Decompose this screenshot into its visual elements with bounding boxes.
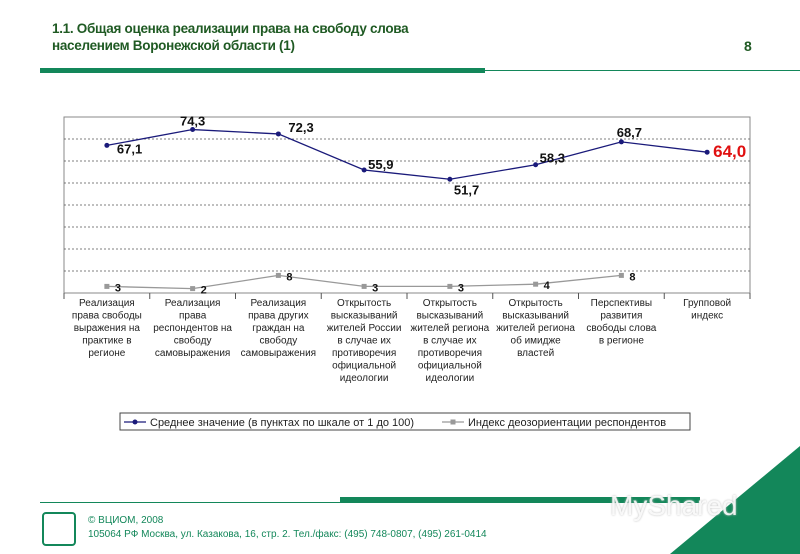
legend-marker	[450, 419, 456, 425]
data-point	[361, 283, 367, 289]
corner-decoration	[670, 446, 800, 554]
watermark: MyShared	[610, 490, 738, 521]
category-label: идеологии	[426, 373, 475, 384]
header-divider-thin	[485, 70, 800, 71]
data-label: 3	[458, 282, 464, 294]
vciom-logo	[42, 512, 76, 546]
category-label: Групповой	[683, 298, 731, 309]
category-label: жителей региона	[496, 323, 575, 334]
legend-box	[119, 412, 691, 431]
category-label: высказываний	[416, 311, 483, 322]
data-point	[704, 149, 710, 155]
category-label: Открытость	[508, 298, 562, 309]
category-label: противоречия	[418, 348, 482, 359]
category-label: Реализация	[165, 298, 221, 309]
data-point	[275, 272, 281, 278]
data-label: 51,7	[454, 182, 479, 197]
data-point	[447, 283, 453, 289]
category-label: противоречия	[332, 348, 396, 359]
category-label: об имидже	[511, 335, 562, 347]
data-point	[618, 139, 624, 145]
category-label: высказываний	[502, 311, 569, 322]
data-label: 55,9	[368, 157, 393, 172]
legend-label: Среднее значение (в пунктах по шкале от …	[150, 417, 414, 429]
data-label: 3	[372, 282, 378, 294]
data-point	[447, 176, 453, 182]
category-label: свободы слова	[586, 322, 656, 334]
slide-title: 1.1. Общая оценка реализации права на св…	[52, 20, 409, 54]
category-label: в случае их	[423, 336, 477, 347]
data-label: 8	[629, 271, 635, 283]
data-label: 8	[286, 271, 292, 283]
legend-label: Индекс деозориентации респондентов	[468, 417, 666, 429]
category-label: властей	[517, 348, 554, 359]
title-line-1: 1.1. Общая оценка реализации права на св…	[52, 21, 409, 36]
category-label: официальной	[418, 360, 482, 372]
category-label: индекс	[691, 311, 723, 322]
plot-area	[63, 116, 751, 294]
data-label: 3	[115, 282, 121, 294]
category-label: свободу	[174, 335, 212, 347]
data-point	[190, 286, 196, 292]
data-label: 68,7	[617, 125, 642, 140]
data-label: 67,1	[117, 141, 142, 156]
legend-marker	[132, 419, 138, 425]
category-label: права других	[248, 311, 309, 322]
category-label: Открытость	[423, 298, 477, 309]
title-line-2: населением Воронежской области (1)	[52, 38, 295, 53]
data-point	[533, 162, 539, 168]
footer-divider-thin	[40, 502, 340, 503]
category-label: права свободы	[72, 310, 142, 322]
address: 105064 РФ Москва, ул. Казакова, 16, стр.…	[88, 529, 487, 540]
data-label: 74,3	[180, 114, 205, 129]
footer-divider	[340, 497, 700, 503]
data-point	[361, 167, 367, 173]
category-label: жителей России	[327, 323, 402, 334]
category-label: свободу	[260, 335, 298, 347]
category-label: права	[179, 311, 207, 322]
data-label: 64,0	[713, 142, 746, 161]
category-label: выражения на	[74, 323, 141, 334]
category-label: развития	[600, 311, 642, 322]
copyright: © ВЦИОМ, 2008	[88, 515, 164, 526]
data-point	[104, 283, 110, 289]
category-label: Открытость	[337, 298, 391, 309]
category-label: в регионе	[599, 336, 645, 347]
data-label: 58,3	[540, 151, 565, 166]
data-point	[533, 281, 539, 287]
data-point	[104, 142, 110, 148]
data-point	[190, 127, 196, 133]
data-label: 4	[544, 280, 551, 292]
category-label: идеологии	[340, 373, 389, 384]
category-label: Перспективы	[591, 298, 652, 309]
series-line	[106, 128, 708, 180]
category-label: Реализация	[251, 298, 307, 309]
category-label: Реализация	[79, 298, 135, 309]
category-label: практике в	[82, 336, 131, 347]
category-label: регионе	[88, 348, 125, 359]
data-label: 2	[201, 285, 207, 297]
category-label: граждан на	[252, 323, 305, 334]
category-label: самовыражения	[241, 348, 316, 359]
category-label: самовыражения	[155, 348, 230, 359]
category-label: в случае их	[337, 336, 391, 347]
category-label: официальной	[332, 360, 396, 372]
data-label: 72,3	[288, 120, 313, 135]
page-number: 8	[744, 38, 752, 54]
category-label: жителей региона	[411, 323, 490, 334]
data-point	[275, 131, 281, 137]
header-divider	[40, 68, 485, 73]
category-label: высказываний	[331, 311, 398, 322]
data-point	[618, 272, 624, 278]
category-label: респондентов на	[153, 323, 232, 334]
